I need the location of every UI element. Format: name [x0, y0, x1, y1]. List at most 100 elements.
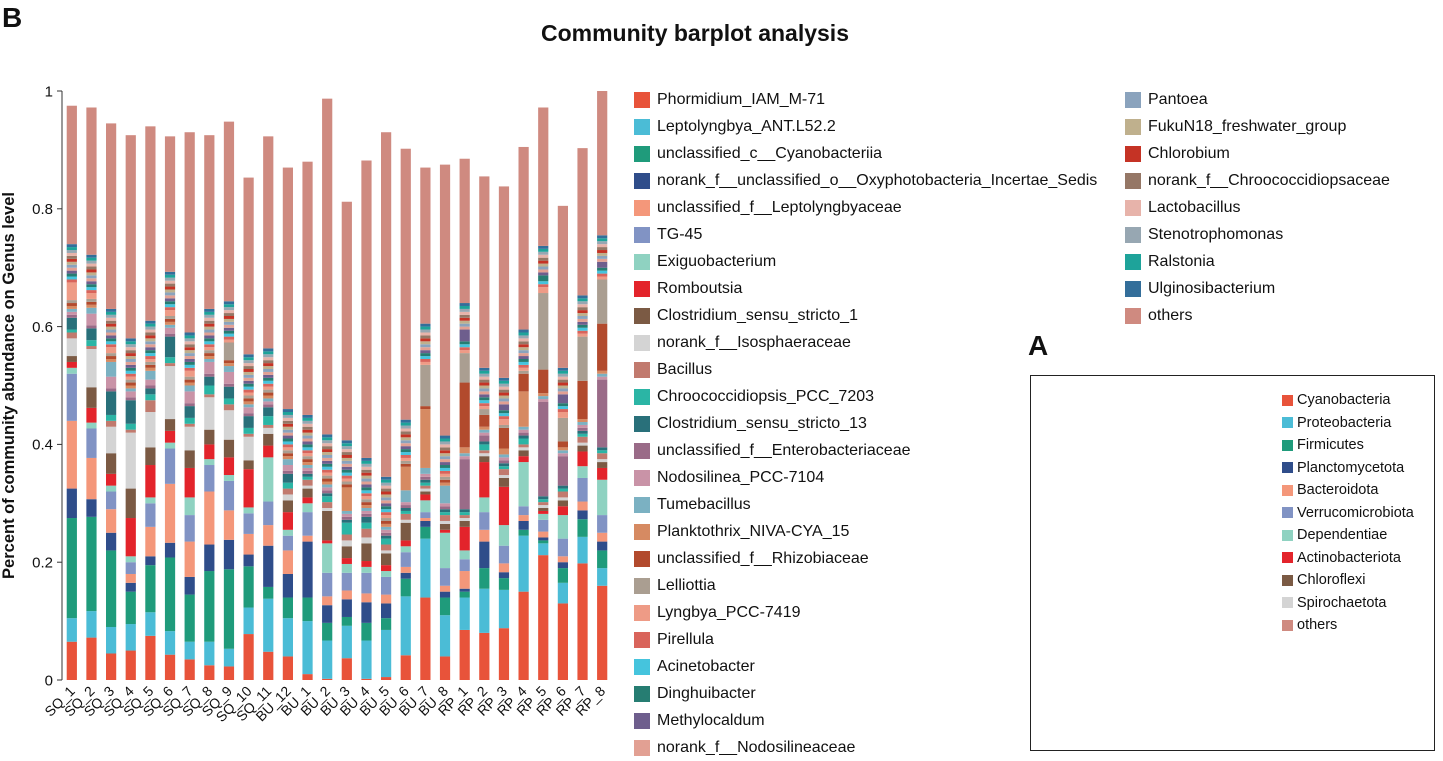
legend-item: Planctomycetota [1282, 457, 1414, 480]
undefined-bar-segment [66, 420, 77, 489]
undefined-bar-segment [400, 502, 411, 506]
undefined-bar-segment [125, 388, 136, 392]
undefined-bar-segment [282, 453, 293, 457]
legend-item: Ralstonia [1125, 248, 1390, 275]
undefined-bar-segment [341, 516, 352, 520]
undefined-bar-segment [125, 347, 136, 351]
undefined-bar-segment [223, 304, 235, 308]
undefined-bar-segment [145, 356, 156, 359]
undefined-bar-segment [243, 177, 254, 355]
legend-swatch [634, 388, 650, 405]
undefined-bar-segment [86, 422, 97, 429]
undefined-bar-segment [341, 440, 352, 444]
legend-label: Romboutsia [657, 279, 743, 297]
undefined-bar-segment [459, 353, 470, 383]
undefined-bar-segment [106, 347, 117, 354]
undefined-bar-segment [302, 476, 313, 480]
undefined-bar-segment [361, 513, 372, 517]
undefined-bar-segment [577, 295, 588, 299]
legend-swatch [1282, 507, 1293, 519]
undefined-bar-segment [322, 434, 333, 438]
undefined-bar-segment [223, 666, 235, 680]
undefined-bar-segment [538, 499, 549, 503]
undefined-bar-segment [459, 571, 470, 589]
legend-item: Stenotrophomonas [1125, 221, 1390, 248]
panel-b-letter: B [2, 2, 23, 33]
undefined-bar-segment [538, 107, 549, 246]
undefined-bar-segment [302, 450, 313, 454]
undefined-bar-segment [223, 539, 235, 570]
undefined-bar-segment [302, 479, 313, 486]
undefined-bar-segment [420, 167, 431, 324]
undefined-bar-segment [125, 488, 136, 519]
undefined-bar-segment [223, 324, 235, 328]
undefined-bar-segment [361, 602, 372, 623]
undefined-bar-segment [557, 491, 568, 498]
undefined-bar-segment [577, 321, 588, 325]
undefined-bar-segment [184, 515, 195, 542]
undefined-bar-segment [341, 625, 352, 659]
undefined-bar-segment [125, 382, 136, 386]
undefined-bar-segment [439, 515, 451, 521]
undefined-bar-segment [164, 286, 176, 290]
legend-item: norank_f__Nodosilineaceae [634, 734, 1097, 761]
undefined-bar-segment [125, 135, 136, 339]
undefined-bar-segment [420, 364, 431, 407]
undefined-bar-segment [66, 367, 77, 374]
undefined-bar-segment [106, 317, 117, 321]
undefined-bar-segment [66, 282, 77, 301]
undefined-bar-segment [381, 494, 392, 498]
legend-label: norank_f__Nodosilineaceae [657, 738, 856, 756]
undefined-bar-segment [439, 476, 451, 480]
undefined-bar-segment [106, 123, 117, 309]
undefined-bar-segment [420, 323, 431, 327]
legend-item: Lyngbya_PCC-7419 [634, 599, 1097, 626]
undefined-bar-segment [145, 338, 156, 342]
undefined-bar-segment [518, 338, 529, 342]
undefined-bar-segment [498, 486, 510, 526]
undefined-bar-segment [184, 382, 195, 386]
undefined-bar-segment [243, 374, 254, 378]
undefined-bar-segment [498, 386, 510, 390]
undefined-bar-segment [66, 518, 77, 619]
undefined-bar-segment [302, 459, 313, 463]
undefined-bar-segment [145, 326, 156, 330]
undefined-bar-segment [479, 426, 490, 430]
undefined-bar-segment [498, 424, 510, 428]
undefined-bar-segment [361, 543, 372, 562]
undefined-bar-segment [145, 556, 156, 566]
undefined-bar-segment [223, 333, 235, 337]
undefined-bar-segment [400, 510, 411, 514]
undefined-bar-segment [459, 347, 470, 351]
undefined-bar-segment [243, 607, 254, 635]
undefined-bar-segment [184, 370, 195, 377]
undefined-bar-segment [184, 541, 195, 577]
undefined-bar-segment [184, 406, 195, 418]
undefined-bar-segment [243, 513, 254, 534]
undefined-bar-segment [86, 387, 97, 408]
undefined-bar-segment [223, 321, 235, 325]
undefined-bar-segment [282, 423, 293, 427]
undefined-bar-segment [243, 392, 254, 396]
undefined-bar-segment [322, 455, 333, 458]
undefined-bar-segment [204, 444, 215, 460]
undefined-bar-segment [125, 376, 136, 380]
undefined-bar-segment [66, 279, 77, 283]
undefined-bar-segment [263, 398, 274, 402]
undefined-bar-segment [125, 582, 136, 592]
undefined-bar-segment [459, 305, 470, 309]
undefined-bar-segment [597, 267, 608, 271]
undefined-bar-segment [479, 388, 490, 392]
undefined-bar-segment [361, 516, 372, 523]
undefined-bar-segment [577, 318, 588, 322]
undefined-bar-segment [381, 506, 392, 510]
undefined-bar-segment [223, 363, 235, 367]
undefined-bar-segment [125, 562, 136, 574]
undefined-bar-segment [66, 255, 77, 259]
undefined-bar-segment [204, 361, 215, 374]
undefined-bar-segment [322, 493, 333, 497]
undefined-bar-segment [518, 373, 529, 392]
undefined-bar-segment [459, 303, 470, 306]
undefined-bar-segment [125, 358, 136, 362]
undefined-bar-segment [557, 447, 568, 451]
